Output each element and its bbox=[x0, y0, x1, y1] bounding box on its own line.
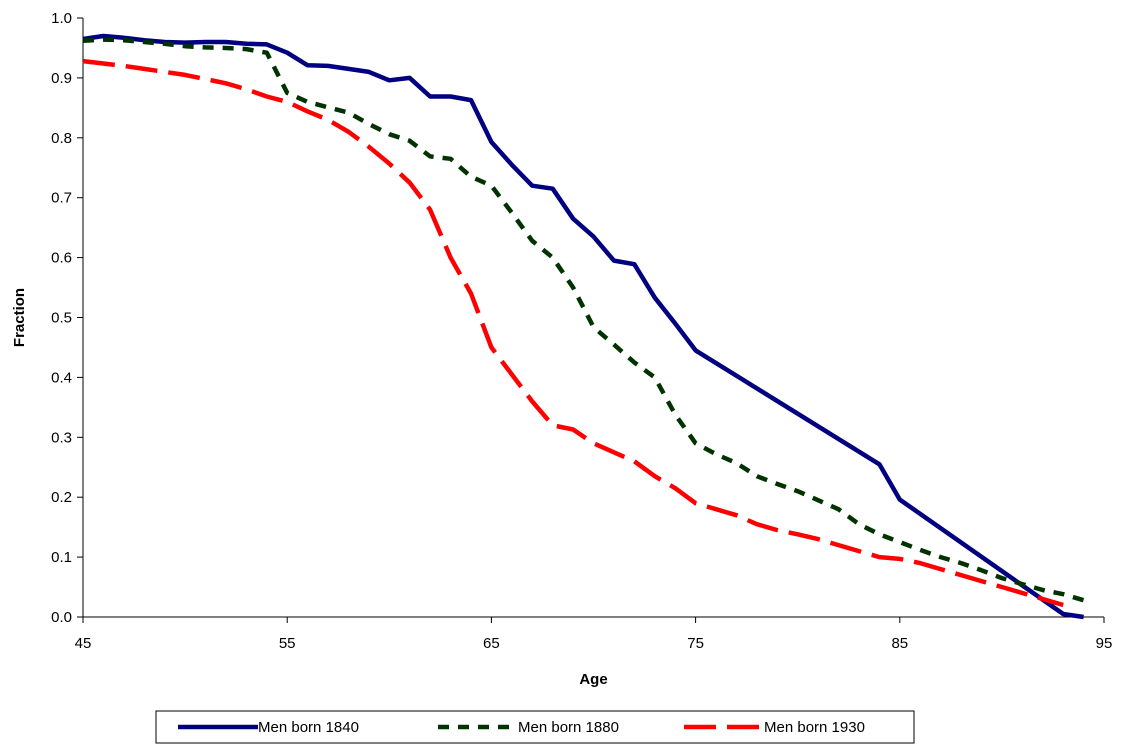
legend-label-2: Men born 1880 bbox=[518, 719, 619, 736]
legend-box bbox=[155, 710, 915, 744]
x-tick-label: 45 bbox=[75, 635, 92, 652]
x-tick-label: 85 bbox=[891, 635, 908, 652]
y-tick-label: 0.8 bbox=[51, 130, 72, 147]
legend-label-1: Men born 1840 bbox=[258, 719, 359, 736]
y-ticks: 0.0 0.1 0.2 0.3 0.4 0.5 0.6 0.7 0.8 0.9 1.0 bbox=[51, 10, 83, 626]
x-tick-label: 75 bbox=[687, 635, 704, 652]
series-layer bbox=[82, 33, 1085, 620]
series-line-2 bbox=[82, 37, 1085, 603]
y-tick-label: 0.5 bbox=[51, 310, 72, 327]
y-tick-label: 0.4 bbox=[51, 369, 72, 386]
y-tick-label: 0.2 bbox=[51, 489, 72, 506]
series-line-1 bbox=[82, 33, 1084, 620]
y-axis-title: Fraction bbox=[11, 288, 28, 347]
x-tick-label: 65 bbox=[483, 635, 500, 652]
y-tick-label: 0.1 bbox=[51, 549, 72, 566]
y-tick-label: 0.3 bbox=[51, 429, 72, 446]
y-tick-label: 0.7 bbox=[51, 190, 72, 207]
legend: Men born 1840 Men born 1880 Men born 1930 bbox=[155, 710, 915, 744]
plot-area: 0.0 0.1 0.2 0.3 0.4 0.5 0.6 0.7 0.8 0.9 1.0 45 55 65… bbox=[51, 10, 1112, 652]
x-ticks: 45 55 65 75 85 95 bbox=[75, 617, 1113, 652]
x-axis-title: Age bbox=[579, 671, 607, 688]
legend-label-3: Men born 1930 bbox=[764, 719, 865, 736]
x-tick-label: 55 bbox=[279, 635, 296, 652]
series-line-3 bbox=[82, 58, 1064, 608]
y-tick-label: 1.0 bbox=[51, 10, 72, 27]
y-tick-label: 0.6 bbox=[51, 250, 72, 267]
y-tick-label: 0.9 bbox=[51, 70, 72, 87]
y-tick-label: 0.0 bbox=[51, 609, 72, 626]
x-tick-label: 95 bbox=[1096, 635, 1113, 652]
